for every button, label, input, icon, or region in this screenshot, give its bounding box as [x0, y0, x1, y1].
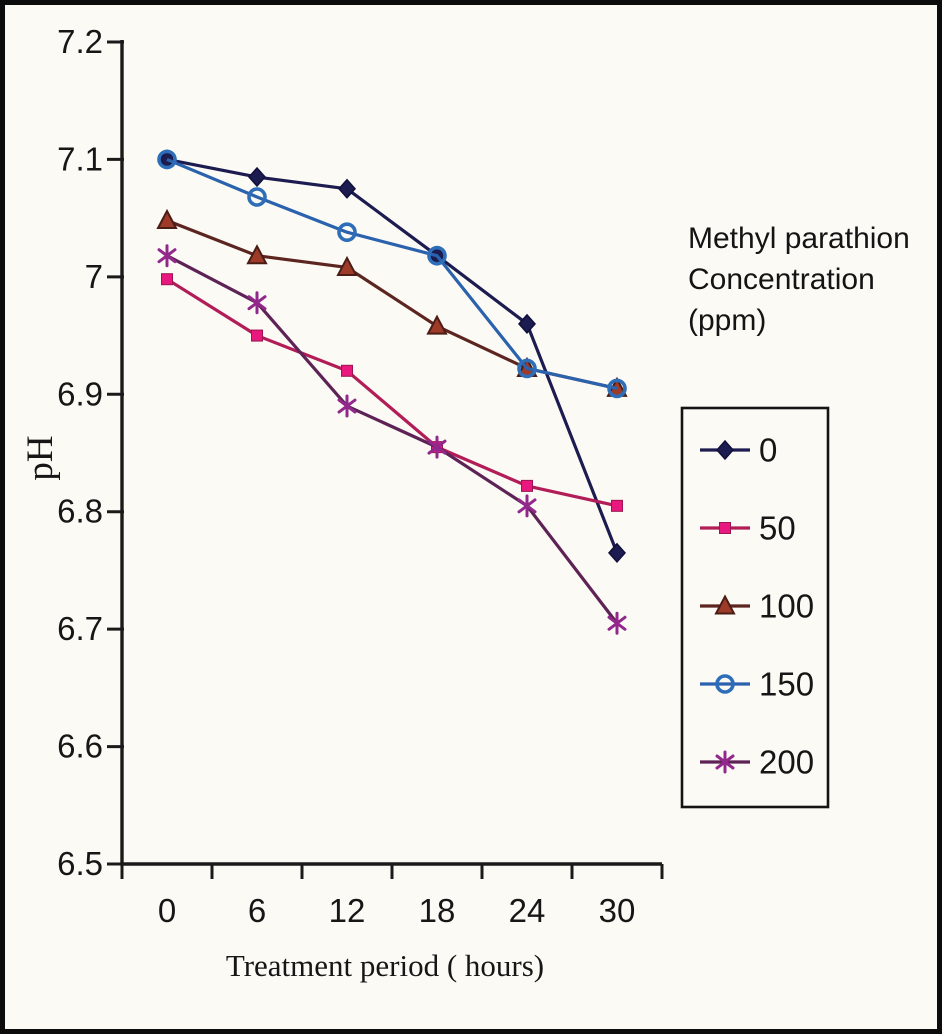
legend-title-line-2: Concentration: [688, 263, 875, 296]
y-tick-label: 7: [85, 258, 103, 295]
marker-diamond: [247, 166, 267, 188]
x-tick-label: 30: [599, 892, 636, 929]
legend-entry-50ppm: 50: [700, 510, 796, 547]
marker-asterisk: [337, 394, 357, 418]
y-tick-label: 7.1: [57, 140, 103, 177]
legend-label: 0: [759, 432, 777, 469]
legend-title: Methyl parathion Concentration (ppm): [688, 218, 938, 341]
y-tick-label: 6.5: [57, 845, 103, 882]
marker-circle: [337, 222, 357, 243]
x-axis-title: Treatment period ( hours): [225, 948, 545, 983]
series-200ppm: [157, 244, 627, 635]
series-line: [166, 277, 618, 508]
marker-square: [161, 273, 173, 286]
marker-asterisk: [157, 244, 177, 268]
marker-triangle: [336, 255, 358, 276]
marker-circle: [247, 187, 267, 207]
legend-entry-0ppm: 0: [700, 432, 777, 469]
marker-circle: [715, 674, 735, 694]
marker-asterisk: [247, 291, 267, 315]
series-100ppm: [156, 208, 628, 397]
marker-diamond: [517, 313, 537, 334]
legend-label: 200: [759, 744, 814, 781]
marker-asterisk: [427, 435, 447, 459]
legend-label: 150: [759, 666, 814, 703]
series-line: [166, 157, 618, 390]
series-line: [166, 254, 619, 625]
x-tick-label: 0: [158, 892, 176, 929]
x-tick-label: 6: [248, 892, 266, 929]
marker-diamond: [337, 178, 357, 199]
legend-entry-200ppm: 200: [700, 744, 814, 781]
series-line: [166, 219, 618, 390]
legend-entry-150ppm: 150: [700, 666, 814, 703]
x-tick-label: 24: [509, 892, 546, 929]
legend-label: 100: [759, 588, 814, 625]
legend-title-line-1: Methyl parathion: [688, 222, 910, 255]
y-axis-title: pH: [20, 435, 61, 481]
marker-circle: [607, 378, 627, 399]
marker-asterisk: [607, 611, 627, 635]
y-tick-label: 6.6: [57, 728, 103, 765]
legend-box: [680, 406, 830, 809]
marker-diamond: [607, 542, 627, 563]
x-tick-label: 18: [419, 892, 456, 929]
y-tick-label: 7.2: [57, 23, 103, 60]
marker-circle: [517, 358, 537, 379]
y-tick-label: 6.8: [57, 493, 103, 530]
axes: 6.5 6.6 6.7 6.8 6.9 7 7.1 7.2 0 6 12 18 24 30: [57, 23, 664, 929]
x-tick-label: 12: [329, 892, 366, 929]
y-tick-label: 6.7: [57, 610, 103, 647]
marker-square: [719, 522, 731, 534]
marker-asterisk: [517, 494, 537, 518]
y-tick-label: 6.9: [57, 375, 103, 412]
marker-diamond: [715, 439, 735, 461]
marker-circle: [427, 245, 447, 266]
marker-square: [521, 479, 533, 492]
legend: 0 50 100 150 200: [680, 406, 830, 809]
series-150ppm: [157, 149, 627, 399]
marker-square: [251, 329, 263, 342]
legend-title-line-3: (ppm): [688, 304, 767, 337]
marker-square: [611, 499, 623, 512]
marker-triangle: [156, 208, 178, 229]
marker-triangle: [714, 594, 736, 615]
marker-square: [341, 364, 353, 377]
series-0ppm: [157, 149, 627, 563]
marker-triangle: [426, 314, 448, 335]
legend-label: 50: [759, 510, 796, 547]
legend-entry-100ppm: 100: [700, 588, 814, 625]
marker-triangle: [246, 244, 268, 265]
marker-asterisk: [715, 750, 735, 774]
marker-circle: [157, 149, 177, 170]
series-line: [166, 157, 619, 554]
